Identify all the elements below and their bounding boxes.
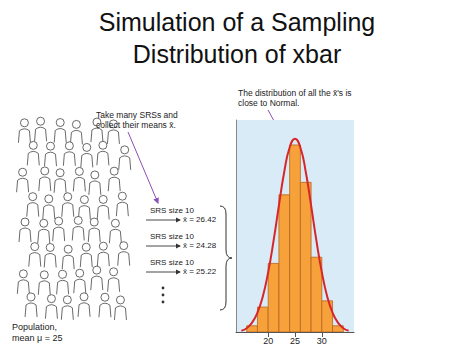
svg-text:20: 20 xyxy=(263,336,273,346)
html-text:x̄ = 24.28: x̄ = 24.28 xyxy=(183,241,217,250)
html-text:x̄ = 25.22: x̄ = 25.22 xyxy=(183,267,217,276)
html-text:x̄ = 26.42: x̄ = 26.42 xyxy=(183,215,217,224)
html-text:Simulation of a Sampling Distr: Simulation of a Sampling Distribution of… xyxy=(98,8,376,68)
html-text:The distribution of all the x̄: The distribution of all the x̄'s is clos… xyxy=(238,88,352,108)
svg-text:25: 25 xyxy=(290,336,300,346)
html-text:SRS size 10: SRS size 10 xyxy=(150,258,194,267)
html-text:SRS size 10: SRS size 10 xyxy=(150,232,194,241)
html-text:Population, mean μ = 25: Population, mean μ = 25 xyxy=(12,322,63,343)
svg-text:30: 30 xyxy=(317,336,327,346)
html-text:Take many SRSs and collect the: Take many SRSs and collect their means x… xyxy=(96,110,178,130)
html-text:SRS size 10: SRS size 10 xyxy=(150,206,194,215)
